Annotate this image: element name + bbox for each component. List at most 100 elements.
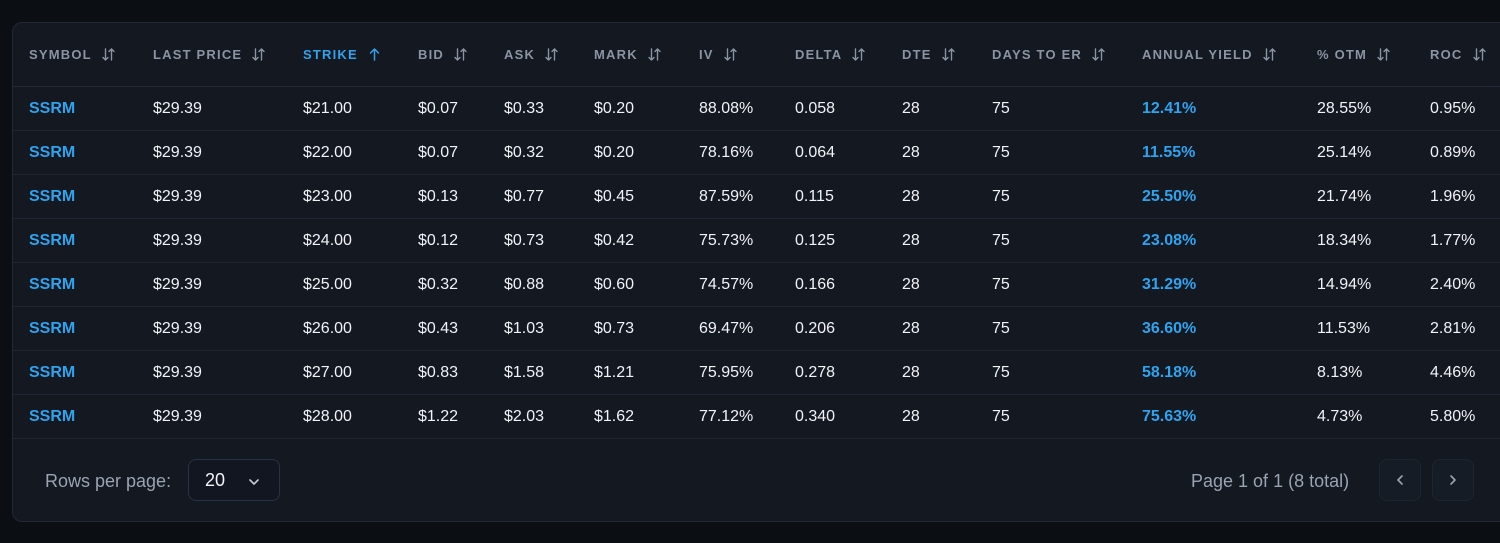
column-header-iv[interactable]: IV bbox=[699, 47, 738, 62]
cell-pct-otm: 14.94% bbox=[1317, 276, 1372, 293]
cell-last-price: $29.39 bbox=[153, 188, 202, 205]
cell-roc: 4.46% bbox=[1430, 364, 1476, 381]
chevron-left-icon bbox=[1397, 475, 1403, 485]
table-row[interactable]: SSRM $29.39 $25.00 $0.32 $0.88 $0.60 74.57% 0.1… bbox=[13, 263, 1500, 307]
column-header-last-price[interactable]: LAST PRICE bbox=[153, 47, 266, 62]
cell-roc: 5.80% bbox=[1430, 408, 1476, 425]
cell-symbol[interactable]: SSRM bbox=[29, 320, 76, 337]
cell-days-to-er: 75 bbox=[992, 320, 1010, 337]
sort-arrows-icon bbox=[647, 47, 662, 62]
cell-ask: $0.77 bbox=[504, 188, 545, 205]
cell-roc: 0.95% bbox=[1430, 100, 1476, 117]
cell-annual-yield: 36.60% bbox=[1142, 320, 1197, 337]
table-row[interactable]: SSRM $29.39 $21.00 $0.07 $0.33 $0.20 88.08% 0.0… bbox=[13, 87, 1500, 131]
column-header-days-to-er[interactable]: DAYS TO ER bbox=[992, 47, 1106, 62]
column-header-symbol[interactable]: SYMBOL bbox=[29, 47, 116, 62]
cell-symbol[interactable]: SSRM bbox=[29, 276, 76, 293]
cell-dte: 28 bbox=[902, 364, 920, 381]
cell-ask: $2.03 bbox=[504, 408, 545, 425]
table-row[interactable]: SSRM $29.39 $27.00 $0.83 $1.58 $1.21 75.95% 0.2… bbox=[13, 351, 1500, 395]
column-header-pct-otm[interactable]: % OTM bbox=[1317, 47, 1391, 62]
column-header-strike[interactable]: STRIKE bbox=[303, 47, 382, 62]
cell-symbol[interactable]: SSRM bbox=[29, 188, 76, 205]
column-header-mark[interactable]: MARK bbox=[594, 47, 662, 62]
cell-last-price: $29.39 bbox=[153, 364, 202, 381]
sort-arrows-icon bbox=[101, 47, 116, 62]
sort-arrows-icon bbox=[1472, 47, 1487, 62]
sort-arrows-icon bbox=[941, 47, 956, 62]
cell-strike: $21.00 bbox=[303, 100, 352, 117]
cell-symbol[interactable]: SSRM bbox=[29, 408, 76, 425]
column-header-label: DAYS TO ER bbox=[992, 47, 1083, 62]
next-page-button[interactable] bbox=[1432, 459, 1474, 501]
chevron-down-icon bbox=[247, 473, 261, 487]
table-row[interactable]: SSRM $29.39 $28.00 $1.22 $2.03 $1.62 77.12% 0.3… bbox=[13, 395, 1500, 439]
cell-dte: 28 bbox=[902, 276, 920, 293]
page-info: Page 1 of 1 (8 total) bbox=[1191, 471, 1350, 491]
table-header: SYMBOL LAST PRICE STRIKE BID ASK MARK IV DELTA D… bbox=[13, 23, 1500, 87]
column-header-label: LAST PRICE bbox=[153, 47, 243, 62]
cell-roc: 2.81% bbox=[1430, 320, 1476, 337]
column-header-label: BID bbox=[418, 47, 444, 62]
cell-roc: 0.89% bbox=[1430, 144, 1476, 161]
cell-dte: 28 bbox=[902, 188, 920, 205]
cell-iv: 88.08% bbox=[699, 100, 754, 117]
cell-pct-otm: 21.74% bbox=[1317, 188, 1372, 205]
cell-pct-otm: 25.14% bbox=[1317, 144, 1372, 161]
cell-roc: 1.77% bbox=[1430, 232, 1476, 249]
column-header-label: DELTA bbox=[795, 47, 843, 62]
cell-iv: 75.73% bbox=[699, 232, 754, 249]
column-header-annual-yield[interactable]: ANNUAL YIELD bbox=[1142, 47, 1277, 62]
column-header-delta[interactable]: DELTA bbox=[795, 47, 866, 62]
prev-page-button[interactable] bbox=[1379, 459, 1421, 501]
table-row[interactable]: SSRM $29.39 $23.00 $0.13 $0.77 $0.45 87.59% 0.1… bbox=[13, 175, 1500, 219]
cell-mark: $1.21 bbox=[594, 364, 635, 381]
cell-annual-yield: 23.08% bbox=[1142, 232, 1197, 249]
cell-delta: 0.340 bbox=[795, 408, 836, 425]
column-header-roc[interactable]: ROC bbox=[1430, 47, 1487, 62]
rows-per-page-label: Rows per page: bbox=[45, 471, 172, 491]
cell-strike: $27.00 bbox=[303, 364, 352, 381]
cell-annual-yield: 12.41% bbox=[1142, 100, 1197, 117]
cell-symbol[interactable]: SSRM bbox=[29, 144, 76, 161]
sort-arrows-icon bbox=[453, 47, 468, 62]
column-header-label: ROC bbox=[1430, 47, 1463, 62]
cell-last-price: $29.39 bbox=[153, 408, 202, 425]
cell-roc: 2.40% bbox=[1430, 276, 1476, 293]
table-row[interactable]: SSRM $29.39 $24.00 $0.12 $0.73 $0.42 75.73% 0.1… bbox=[13, 219, 1500, 263]
sort-arrows-icon bbox=[1376, 47, 1391, 62]
cell-pct-otm: 8.13% bbox=[1317, 364, 1363, 381]
cell-pct-otm: 4.73% bbox=[1317, 408, 1363, 425]
cell-mark: $0.42 bbox=[594, 232, 635, 249]
chevron-right-icon bbox=[1450, 475, 1456, 485]
cell-delta: 0.115 bbox=[795, 188, 834, 205]
table-row[interactable]: SSRM $29.39 $22.00 $0.07 $0.32 $0.20 78.16% 0.0… bbox=[13, 131, 1500, 175]
cell-mark: $0.20 bbox=[594, 100, 635, 117]
cell-mark: $1.62 bbox=[594, 408, 635, 425]
cell-ask: $1.58 bbox=[504, 364, 545, 381]
cell-strike: $26.00 bbox=[303, 320, 352, 337]
cell-symbol[interactable]: SSRM bbox=[29, 100, 76, 117]
cell-mark: $0.60 bbox=[594, 276, 635, 293]
cell-symbol[interactable]: SSRM bbox=[29, 232, 76, 249]
column-header-dte[interactable]: DTE bbox=[902, 47, 956, 62]
sort-arrows-icon bbox=[851, 47, 866, 62]
cell-strike: $25.00 bbox=[303, 276, 352, 293]
cell-iv: 75.95% bbox=[699, 364, 754, 381]
cell-symbol[interactable]: SSRM bbox=[29, 364, 76, 381]
cell-days-to-er: 75 bbox=[992, 100, 1010, 117]
column-header-label: MARK bbox=[594, 47, 638, 62]
cell-days-to-er: 75 bbox=[992, 188, 1010, 205]
column-header-bid[interactable]: BID bbox=[418, 47, 468, 62]
table-row[interactable]: SSRM $29.39 $26.00 $0.43 $1.03 $0.73 69.47% 0.2… bbox=[13, 307, 1500, 351]
cell-pct-otm: 18.34% bbox=[1317, 232, 1372, 249]
cell-dte: 28 bbox=[902, 144, 920, 161]
rows-per-page-select[interactable]: 20 bbox=[188, 459, 280, 501]
arrow-up-icon bbox=[367, 47, 382, 62]
cell-bid: $0.12 bbox=[418, 232, 459, 249]
cell-ask: $0.32 bbox=[504, 144, 545, 161]
sort-arrows-icon bbox=[544, 47, 559, 62]
column-header-ask[interactable]: ASK bbox=[504, 47, 559, 62]
cell-ask: $0.73 bbox=[504, 232, 545, 249]
cell-bid: $0.07 bbox=[418, 144, 459, 161]
